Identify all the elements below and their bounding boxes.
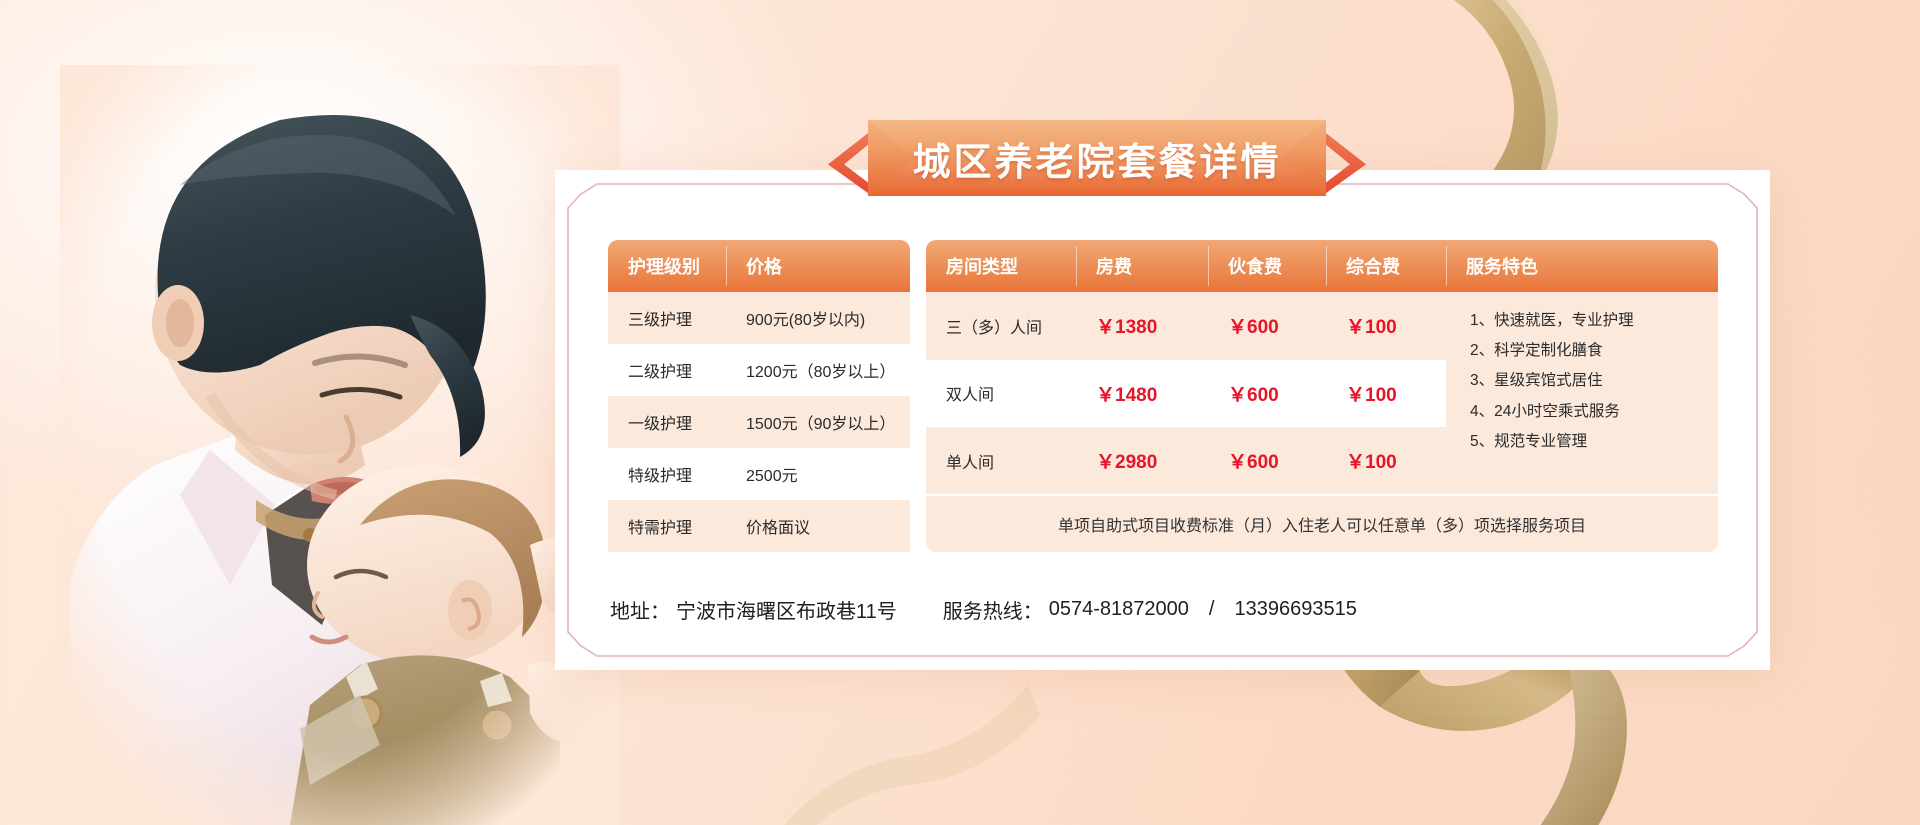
table-row: 二级护理 1200元（80岁以上） xyxy=(608,344,910,396)
table-row: 特需护理 价格面议 xyxy=(608,500,910,552)
card-inner-border xyxy=(567,182,1758,658)
title-banner: 城区养老院套餐详情 xyxy=(828,120,1366,196)
room-fee-cell: ￥1380 xyxy=(1076,292,1208,360)
hotline-separator: / xyxy=(1208,598,1215,620)
room-fee-cell: ￥1480 xyxy=(1076,359,1208,428)
meal-fee-cell: ￥600 xyxy=(1208,359,1326,428)
care-level-price-table: 护理级别 价格 三级护理 900元(80岁以内) 二级护理 1200元（80岁以… xyxy=(608,240,910,552)
room-header-roomfee: 房费 xyxy=(1076,240,1208,292)
care-level-cell: 特需护理 xyxy=(608,500,726,552)
room-header-mealfee: 伙食费 xyxy=(1208,240,1326,292)
banner-band-inner xyxy=(868,120,1326,196)
table-row: 三（多）人间 ￥1380 ￥600 ￥100 1、快速就医，专业护理 2、科学定… xyxy=(926,292,1718,495)
table-row: 三级护理 900元(80岁以内) xyxy=(608,292,910,344)
table-row: 单项自助式项目收费标准（月）入住老人可以任意单（多）项选择服务项目 xyxy=(926,493,1718,552)
room-table-header-row: 房间类型 房费 伙食费 综合费 服务特色 xyxy=(926,240,1718,292)
address-segment: 地址： 宁波市海曙区布政巷11号 xyxy=(610,595,897,624)
care-price-cell: 1500元（90岁以上） xyxy=(726,396,910,448)
list-item: 4、24小时空乘式服务 xyxy=(1470,402,1620,420)
hotline-primary[interactable]: 0574-81872000 xyxy=(1048,598,1189,620)
room-type-cell: 三（多）人间 xyxy=(926,292,1076,360)
care-header-level: 护理级别 xyxy=(608,240,726,292)
list-item: 1、快速就医，专业护理 xyxy=(1470,312,1634,329)
hotline-segment: 服务热线： 0574-81872000 / 13396693515 xyxy=(943,595,1357,624)
room-header-type: 房间类型 xyxy=(926,240,1076,292)
contact-line: 地址： 宁波市海曙区布政巷11号 服务热线： 0574-81872000 / 1… xyxy=(610,595,1357,624)
care-table-head: 护理级别 价格 xyxy=(608,240,910,292)
hotline-label: 服务热线： xyxy=(942,601,1043,623)
meal-fee-cell: ￥600 xyxy=(1208,427,1326,495)
room-table-note: 单项自助式项目收费标准（月）入住老人可以任意单（多）项选择服务项目 xyxy=(926,493,1718,552)
care-price-cell: 1200元（80岁以上） xyxy=(726,344,910,396)
care-table-header-row: 护理级别 价格 xyxy=(608,240,910,292)
care-level-cell: 二级护理 xyxy=(608,344,726,396)
room-fee-cell: ￥2980 xyxy=(1076,427,1208,495)
list-item: 5、规范专业管理 xyxy=(1470,432,1588,450)
hotline-secondary[interactable]: 13396693515 xyxy=(1234,598,1357,620)
tables-container: 护理级别 价格 三级护理 900元(80岁以内) 二级护理 1200元（80岁以… xyxy=(608,240,1718,552)
room-header-miscfee: 综合费 xyxy=(1326,240,1446,292)
care-price-cell: 2500元 xyxy=(726,448,910,500)
misc-fee-cell: ￥100 xyxy=(1326,292,1446,360)
table-row: 特级护理 2500元 xyxy=(608,448,910,500)
service-features-list: 1、快速就医，专业护理 2、科学定制化膳食 3、星级宾馆式居住 4、24小时空乘… xyxy=(1470,306,1702,457)
banner-title-text: 城区养老院套餐详情 xyxy=(912,138,1282,184)
room-table-body: 三（多）人间 ￥1380 ￥600 ￥100 1、快速就医，专业护理 2、科学定… xyxy=(926,292,1718,552)
care-header-price: 价格 xyxy=(726,240,910,292)
room-type-cell: 双人间 xyxy=(926,359,1076,428)
list-item: 2、科学定制化膳食 xyxy=(1470,342,1603,360)
address-value: 宁波市海曙区布政巷11号 xyxy=(676,601,897,623)
address-label: 地址： xyxy=(610,601,670,623)
table-row: 一级护理 1500元（90岁以上） xyxy=(608,396,910,448)
room-type-cell: 单人间 xyxy=(926,427,1076,495)
list-item: 3、星级宾馆式居住 xyxy=(1470,372,1603,390)
care-level-cell: 一级护理 xyxy=(608,396,726,448)
care-level-cell: 三级护理 xyxy=(608,292,726,344)
elderly-and-baby-photo xyxy=(60,65,620,825)
care-price-cell: 价格面议 xyxy=(726,500,910,552)
room-fee-table: 房间类型 房费 伙食费 综合费 服务特色 三（多）人间 ￥1380 ￥600 ￥… xyxy=(926,240,1718,552)
service-features-cell: 1、快速就医，专业护理 2、科学定制化膳食 3、星级宾馆式居住 4、24小时空乘… xyxy=(1446,292,1718,495)
table-row: 单人间 ￥2980 ￥600 ￥100 xyxy=(926,427,1718,495)
misc-fee-cell: ￥100 xyxy=(1326,427,1446,495)
table-row: 双人间 ￥1480 ￥600 ￥100 xyxy=(926,359,1718,428)
care-table-body: 三级护理 900元(80岁以内) 二级护理 1200元（80岁以上） 一级护理 … xyxy=(608,292,910,552)
meal-fee-cell: ￥600 xyxy=(1208,292,1326,360)
care-level-cell: 特级护理 xyxy=(608,448,726,500)
misc-fee-cell: ￥100 xyxy=(1326,359,1446,428)
room-header-features: 服务特色 xyxy=(1446,240,1718,292)
room-table-head: 房间类型 房费 伙食费 综合费 服务特色 xyxy=(926,240,1718,292)
care-price-cell: 900元(80岁以内) xyxy=(726,292,910,344)
